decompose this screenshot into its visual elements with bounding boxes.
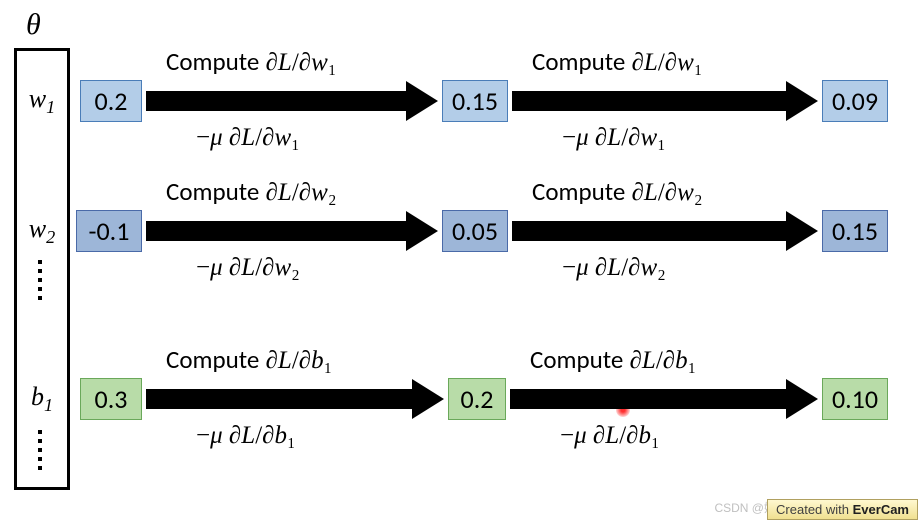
value-box: 0.05: [442, 210, 508, 252]
compute-label: Compute ∂L/∂b₁: [166, 344, 332, 375]
value-box: 0.15: [442, 80, 508, 122]
compute-label: Compute ∂L/∂w₁: [166, 46, 337, 77]
vertical-dots: [38, 260, 42, 305]
value-box: -0.1: [76, 210, 142, 252]
arrow-head: [406, 81, 438, 121]
compute-label: Compute ∂L/∂b₁: [530, 344, 696, 375]
arrow-head: [406, 211, 438, 251]
arrow-head: [412, 379, 444, 419]
update-label: −μ ∂L/∂b₁: [196, 422, 296, 450]
update-label: −μ ∂L/∂w₁: [562, 124, 666, 152]
arrow: [146, 389, 414, 409]
arrow: [512, 221, 788, 241]
value-box: 0.09: [822, 80, 888, 122]
value-box: 0.15: [822, 210, 888, 252]
arrow-head: [786, 81, 818, 121]
update-label: −μ ∂L/∂w₂: [196, 254, 300, 282]
param-label-w1: w1: [20, 84, 64, 118]
arrow-head: [786, 211, 818, 251]
param-label-w2: w2: [20, 214, 64, 248]
vertical-dots: [38, 430, 42, 475]
evercam-brand: EverCam: [853, 502, 909, 517]
compute-label: Compute ∂L/∂w₂: [166, 176, 337, 207]
update-label: −μ ∂L/∂w₁: [196, 124, 300, 152]
param-label-b1: b1: [20, 382, 64, 416]
update-label: −μ ∂L/∂b₁: [560, 422, 660, 450]
compute-label: Compute ∂L/∂w₂: [532, 176, 703, 207]
evercam-prefix: Created with: [776, 502, 853, 517]
arrow: [510, 389, 788, 409]
compute-label: Compute ∂L/∂w₁: [532, 46, 703, 77]
evercam-watermark: Created with EverCam: [767, 499, 918, 520]
value-box: 0.10: [822, 378, 888, 420]
value-box: 0.2: [80, 80, 142, 122]
arrow: [146, 221, 408, 241]
value-box: 0.3: [80, 378, 142, 420]
value-box: 0.2: [448, 378, 506, 420]
arrow: [512, 91, 788, 111]
arrow-head: [786, 379, 818, 419]
update-label: −μ ∂L/∂w₂: [562, 254, 666, 282]
theta-label: θ: [26, 8, 41, 42]
arrow: [146, 91, 408, 111]
